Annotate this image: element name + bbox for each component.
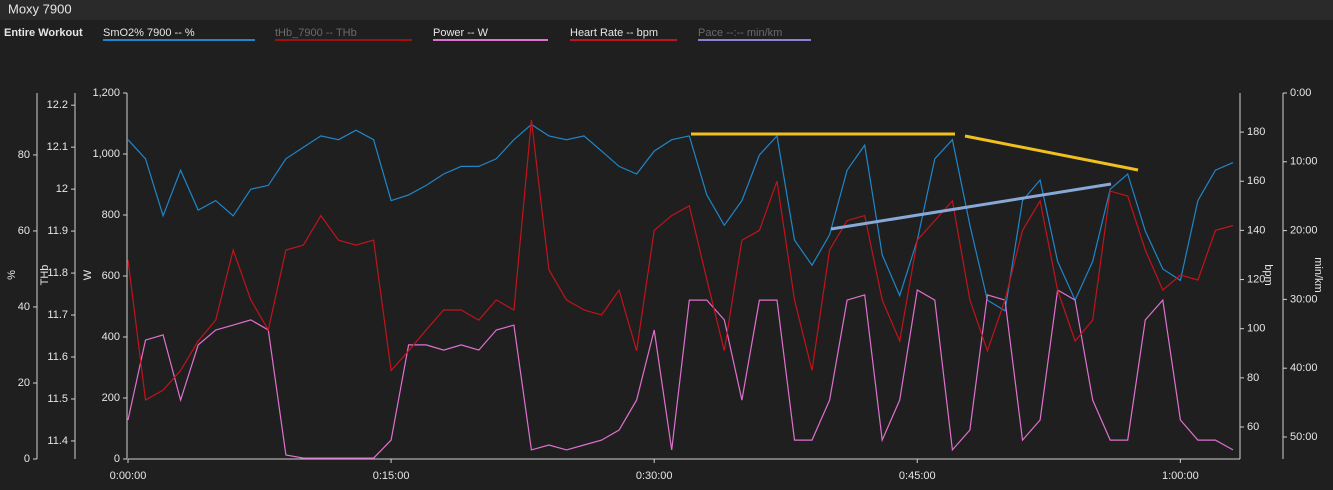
axis-title: min/km: [1312, 257, 1324, 292]
series-line: [127, 289, 1234, 459]
y-tick-label: 200: [102, 392, 120, 404]
axis-title: bpm: [1262, 264, 1274, 285]
y-tick-label: 12.2: [47, 99, 68, 111]
x-tick-label: 0:15:00: [373, 470, 410, 482]
annotation-line: [830, 182, 1112, 231]
y-tick-label: 160: [1247, 175, 1265, 187]
y-tick-label: 60: [1247, 421, 1259, 433]
y-tick-label: 80: [1247, 372, 1259, 384]
legend-item[interactable]: SmO2% 7900 -- %: [103, 27, 255, 41]
title-bar: [0, 0, 1333, 20]
y-tick-label: 12.1: [47, 141, 68, 153]
y-tick-label: 0:00: [1290, 87, 1311, 99]
y-tick-label: 20:00: [1290, 225, 1318, 237]
legend-label: tHb_7900 -- THb: [275, 27, 357, 39]
x-tick-label: 1:00:00: [1162, 470, 1199, 482]
x-tick-label: 0:00:00: [110, 470, 147, 482]
axis-title: %: [6, 270, 18, 280]
x-tick-label: 0:45:00: [899, 470, 936, 482]
subtitle: Entire Workout: [4, 27, 83, 39]
y-tick-label: 0: [114, 453, 120, 465]
legend-item[interactable]: Heart Rate -- bpm: [570, 27, 677, 41]
y-tick-label: 10:00: [1290, 156, 1318, 168]
y-tick-label: 11.8: [47, 267, 68, 279]
y-tick-label: 140: [1247, 224, 1265, 236]
legend-item[interactable]: Power -- W: [433, 27, 548, 41]
series-line: [127, 119, 1234, 401]
x-tick-label: 0:30:00: [636, 470, 673, 482]
y-tick-label: 11.9: [47, 225, 68, 237]
annotation-line: [964, 134, 1139, 172]
y-tick-label: 100: [1247, 323, 1265, 335]
legend-label: Power -- W: [433, 27, 489, 39]
y-tick-label: 50:00: [1290, 431, 1318, 443]
y-tick-label: 40: [18, 301, 30, 313]
y-tick-label: 600: [102, 270, 120, 282]
y-tick-label: 11.7: [47, 309, 68, 321]
y-tick-label: 1,000: [92, 148, 120, 160]
legend-label: SmO2% 7900 -- %: [103, 27, 195, 39]
y-tick-label: 180: [1247, 126, 1265, 138]
legend-label: Heart Rate -- bpm: [570, 27, 658, 39]
series-line: [127, 123, 1234, 312]
y-tick-label: 11.6: [47, 351, 68, 363]
legend-item[interactable]: Pace --:-- min/km: [698, 27, 811, 41]
y-tick-label: 1,200: [92, 87, 120, 99]
y-tick-label: 40:00: [1290, 362, 1318, 374]
y-tick-label: 800: [102, 209, 120, 221]
chart-title: Moxy 7900: [8, 1, 72, 16]
y-tick-label: 11.4: [47, 435, 68, 447]
y-tick-label: 400: [102, 331, 120, 343]
axis-title: W: [82, 269, 94, 280]
y-tick-label: 12: [56, 183, 68, 195]
y-tick-label: 30:00: [1290, 293, 1318, 305]
legend-item[interactable]: tHb_7900 -- THb: [275, 27, 412, 41]
y-tick-label: 11.5: [47, 393, 68, 405]
y-tick-label: 80: [18, 149, 30, 161]
axis-title: THb: [39, 265, 51, 286]
y-tick-label: 20: [18, 377, 30, 389]
legend-label: Pace --:-- min/km: [698, 27, 782, 39]
y-tick-label: 0: [24, 453, 30, 465]
y-tick-label: 60: [18, 225, 30, 237]
y-tick-label: 120: [1247, 273, 1265, 285]
